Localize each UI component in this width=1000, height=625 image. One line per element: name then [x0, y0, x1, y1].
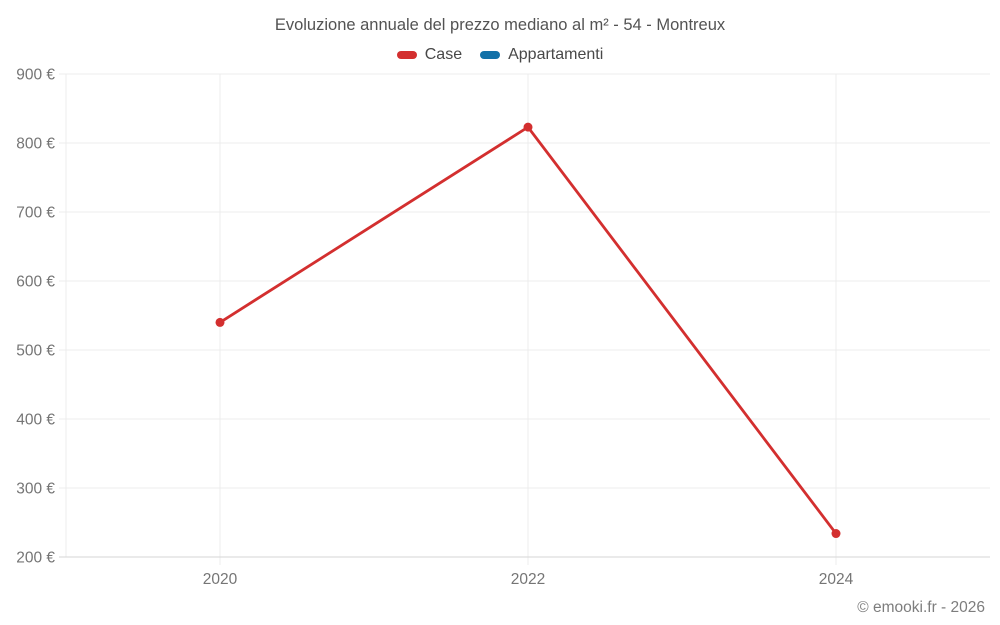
x-axis-tick-label: 2020: [203, 571, 238, 588]
legend-swatch-case: [396, 51, 417, 59]
y-axis-tick-label: 400 €: [16, 412, 55, 429]
data-point-case-2022[interactable]: [523, 122, 533, 132]
y-axis-tick-label: 700 €: [16, 205, 55, 222]
data-point-case-2024[interactable]: [831, 529, 841, 539]
legend-label: Case: [424, 46, 463, 63]
y-axis-tick-label: 900 €: [16, 67, 55, 84]
x-axis-tick-label: 2022: [511, 571, 545, 588]
y-axis-tick-label: 600 €: [16, 274, 55, 291]
data-point-case-2020[interactable]: [215, 317, 225, 327]
copyright-credit: © emooki.fr - 2026: [857, 599, 985, 616]
x-axis-tick-label: 2024: [819, 571, 854, 588]
y-axis-tick-label: 300 €: [16, 481, 55, 498]
y-axis-tick-label: 500 €: [16, 343, 55, 360]
chart-title: Evoluzione annuale del prezzo mediano al…: [274, 16, 726, 34]
legend-label: Appartamenti: [508, 46, 604, 63]
legend-swatch-appartamenti: [480, 51, 501, 59]
legend-item-case[interactable]: Case: [396, 45, 463, 65]
chart-legend: Case Appartamenti: [0, 45, 1000, 65]
legend-item-appartamenti[interactable]: Appartamenti: [480, 45, 603, 65]
y-axis-tick-label: 200 €: [16, 550, 55, 567]
y-axis-tick-label: 800 €: [16, 136, 55, 153]
